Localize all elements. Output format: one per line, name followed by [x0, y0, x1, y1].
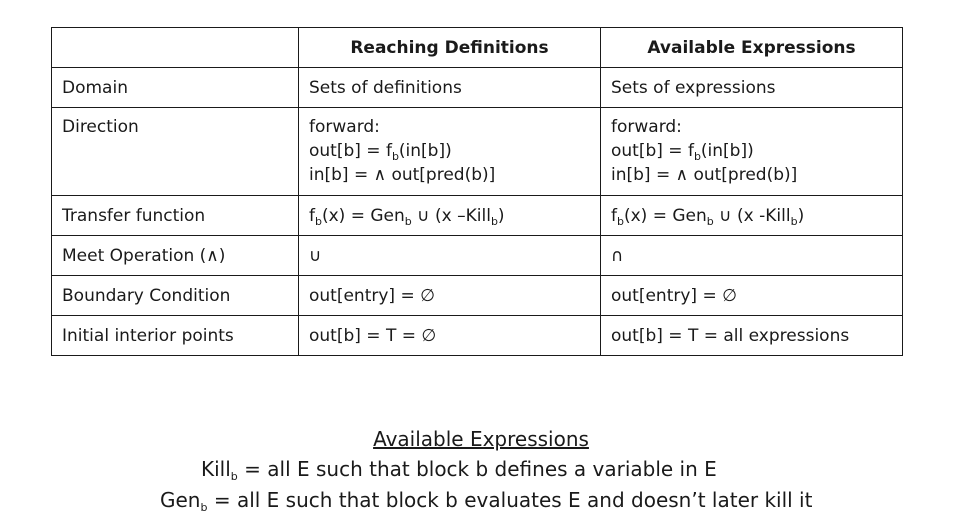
- direction-text: forward:: [309, 117, 380, 137]
- direction-text: forward:: [611, 117, 682, 137]
- eq-part: (in[b]): [398, 141, 452, 161]
- cell-ae-boundary: out[entry] = ∅: [600, 275, 903, 316]
- cell-ae-initial: out[b] = T = all expressions: [600, 315, 903, 356]
- in-equation: in[b] = ∧ out[pred(b)]: [611, 165, 798, 185]
- gen-text: = all E such that block b evaluates E an…: [207, 488, 813, 512]
- subscript: b: [617, 214, 624, 228]
- cell-rd-initial: out[b] = T = ∅: [298, 315, 601, 356]
- eq-part: out[b] = f: [309, 141, 392, 161]
- subscript: b: [315, 214, 322, 228]
- cell-rd-domain: Sets of definitions: [298, 67, 601, 108]
- kill-text: = all E such that block b defines a vari…: [237, 457, 717, 481]
- eq-part: f: [611, 205, 617, 226]
- row-label: Direction: [51, 107, 299, 196]
- eq-part: (x) = Gen: [623, 205, 707, 226]
- comparison-table: Reaching Definitions Available Expressio…: [51, 27, 903, 356]
- cell-rd-direction: forward: out[b] = fb(in[b]) in[b] = ∧ ou…: [298, 107, 601, 196]
- in-equation: in[b] = ∧ out[pred(b)]: [309, 165, 496, 185]
- cell-ae-domain: Sets of expressions: [600, 67, 903, 108]
- subscript: b: [404, 214, 412, 228]
- subscript: b: [391, 150, 399, 163]
- eq-part: (in[b]): [700, 141, 754, 161]
- subscript: b: [706, 214, 714, 228]
- eq-part: ∪ (x –Kill: [411, 205, 491, 226]
- table-row-transfer-function: Transfer function fb(x) = Genb ∪ (x –Kil…: [51, 195, 903, 236]
- gen-symbol: Gen: [160, 488, 201, 512]
- header-available-expressions: Available Expressions: [600, 27, 903, 68]
- row-label: Transfer function: [51, 195, 299, 236]
- cell-rd-meet: ∪: [298, 235, 601, 276]
- gen-definition: Genb = all E such that block b evaluates…: [160, 485, 812, 515]
- eq-part: ∪ (x -Kill: [713, 205, 791, 226]
- header-row: Reaching Definitions Available Expressio…: [51, 27, 903, 68]
- subscript: b: [490, 214, 498, 228]
- subscript: b: [790, 214, 798, 228]
- subscript: b: [693, 150, 701, 163]
- table-row-direction: Direction forward: out[b] = fb(in[b]) in…: [51, 107, 903, 196]
- cell-ae-transfer: fb(x) = Genb ∪ (x -Killb): [600, 195, 903, 236]
- table-row-meet-operation: Meet Operation (∧) ∪ ∩: [51, 235, 903, 276]
- table-row-boundary-condition: Boundary Condition out[entry] = ∅ out[en…: [51, 275, 903, 316]
- cell-ae-meet: ∩: [600, 235, 903, 276]
- subscript: b: [200, 501, 208, 514]
- table-row-domain: Domain Sets of definitions Sets of expre…: [51, 67, 903, 108]
- row-label: Boundary Condition: [51, 275, 299, 316]
- row-label: Meet Operation (∧): [51, 235, 299, 276]
- eq-part: (x) = Gen: [321, 205, 405, 226]
- kill-symbol: Kill: [201, 457, 231, 481]
- eq-part: ): [797, 205, 805, 226]
- header-cell-empty: [51, 27, 299, 68]
- eq-part: ): [497, 205, 505, 226]
- footer-title: Available Expressions: [373, 427, 589, 451]
- row-label: Initial interior points: [51, 315, 299, 356]
- row-label: Domain: [51, 67, 299, 108]
- out-equation: out[b] = fb(in[b]): [611, 139, 902, 163]
- subscript: b: [230, 470, 238, 483]
- kill-definition: Killb = all E such that block b defines …: [201, 454, 717, 484]
- cell-rd-transfer: fb(x) = Genb ∪ (x –Killb): [298, 195, 601, 236]
- table-row-initial-interior-points: Initial interior points out[b] = T = ∅ o…: [51, 315, 903, 356]
- out-equation: out[b] = fb(in[b]): [309, 139, 600, 163]
- eq-part: f: [309, 205, 315, 226]
- cell-rd-boundary: out[entry] = ∅: [298, 275, 601, 316]
- header-reaching-definitions: Reaching Definitions: [298, 27, 601, 68]
- eq-part: out[b] = f: [611, 141, 694, 161]
- cell-ae-direction: forward: out[b] = fb(in[b]) in[b] = ∧ ou…: [600, 107, 903, 196]
